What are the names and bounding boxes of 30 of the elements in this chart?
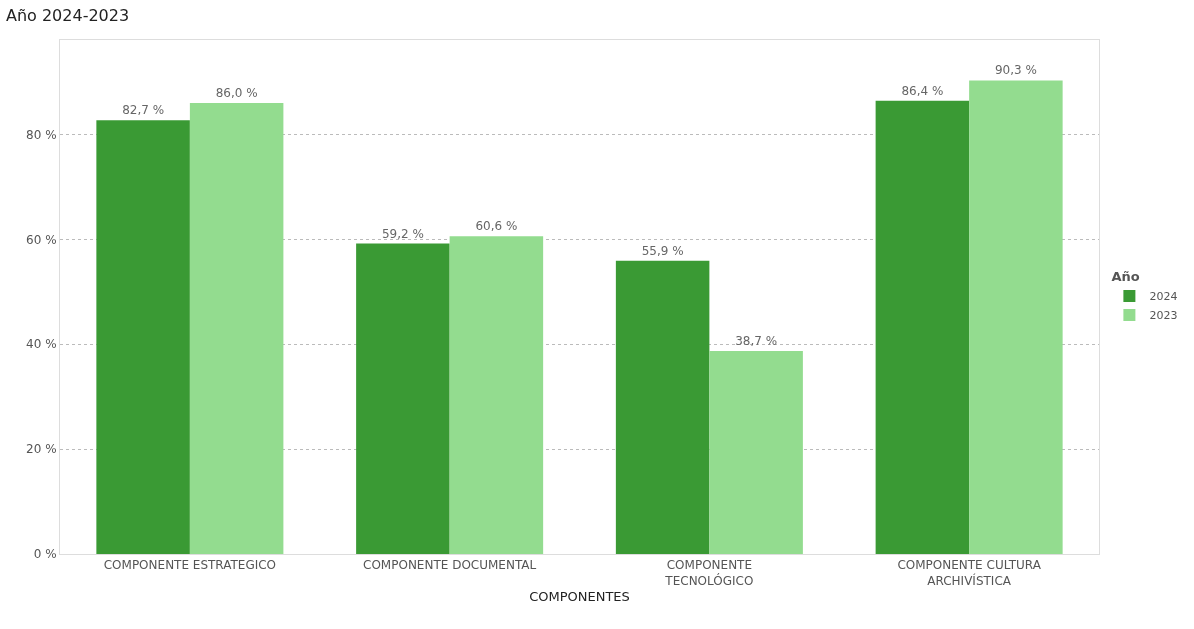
data-label: 38,7 % <box>735 334 778 349</box>
x-axis-title: COMPONENTES <box>529 588 630 604</box>
legend-label: 2024 <box>1149 290 1178 304</box>
x-tick-label: COMPONENTE ESTRATEGICO <box>103 558 277 573</box>
y-tick-label: 20 % <box>26 442 57 457</box>
bar <box>969 80 1063 554</box>
data-label: 60,6 % <box>475 219 518 234</box>
bar <box>356 243 450 554</box>
data-label: 82,7 % <box>122 103 165 118</box>
data-label: 59,2 % <box>381 226 424 241</box>
y-tick-label: 60 % <box>26 232 57 247</box>
data-label: 90,3 % <box>994 63 1037 78</box>
bar <box>96 120 190 554</box>
bar <box>449 236 544 554</box>
x-tick-label: COMPONENTE TECNOLÓGICO <box>664 558 754 588</box>
bar <box>189 102 284 554</box>
legend-title: Año <box>1111 269 1140 285</box>
bar <box>875 100 970 554</box>
bar <box>709 351 803 554</box>
y-tick-label: 0 % <box>33 547 57 562</box>
data-label: 86,4 % <box>901 83 944 98</box>
legend-label: 2023 <box>1149 309 1178 323</box>
chart-title: Año 2024-2023 <box>5 5 130 25</box>
x-tick-label: COMPONENTE DOCUMENTAL <box>363 558 537 573</box>
bar <box>615 260 710 554</box>
x-tick-label: COMPONENTE CULTURA ARCHIVÍSTICA <box>897 558 1042 588</box>
data-label: 86,0 % <box>215 85 258 100</box>
y-tick-label: 80 % <box>26 127 57 142</box>
y-tick-label: 40 % <box>26 337 57 352</box>
data-label: 55,9 % <box>641 243 684 258</box>
